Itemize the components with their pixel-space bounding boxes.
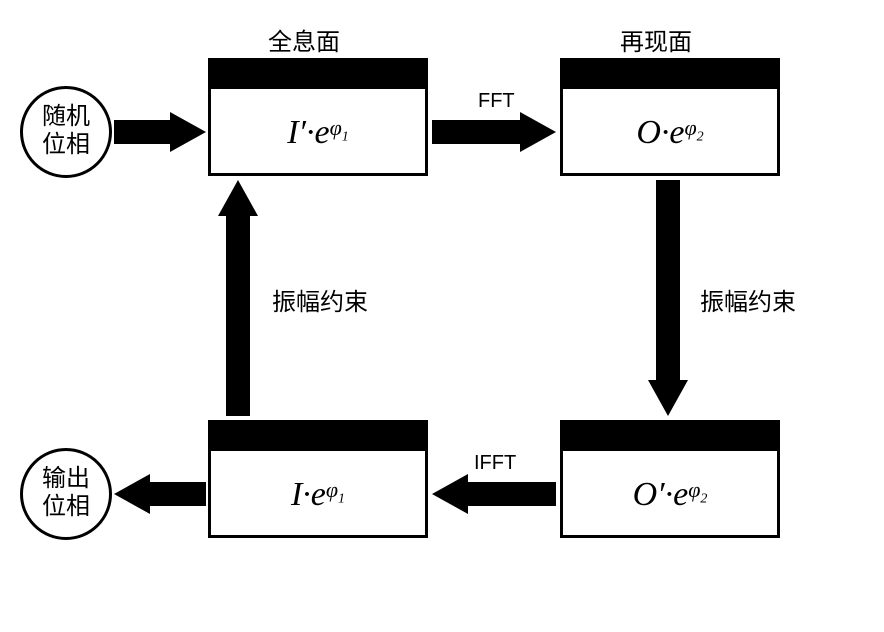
arrow-to-output-phase <box>114 474 206 514</box>
amp-constraint-right-label: 振幅约束 <box>700 282 796 317</box>
reconstruct-box-top: O · eφ2 <box>560 58 780 176</box>
amp-constraint-left-label: 振幅约束 <box>272 282 368 317</box>
random-phase-label: 随机 位相 <box>42 104 90 159</box>
box-header <box>211 61 425 89</box>
formula-oprime-ephi2: O′ · eφ2 <box>563 451 777 538</box>
box-header <box>211 423 425 451</box>
hologram-plane-title: 全息面 <box>268 22 340 57</box>
formula-o-ephi2: O · eφ2 <box>563 89 777 176</box>
reconstruct-plane-title: 再现面 <box>620 22 692 57</box>
output-phase-node: 输出 位相 <box>20 448 112 540</box>
ifft-label: IFFT <box>474 452 516 475</box>
arrow-random-to-hologram <box>114 112 206 152</box>
formula-iprime-ephi1: I′ · eφ1 <box>211 89 425 176</box>
arrow-amp-constraint-left <box>218 180 258 416</box>
arrow-amp-constraint-right <box>648 180 688 416</box>
fft-label: FFT <box>478 90 515 113</box>
random-phase-node: 随机 位相 <box>20 86 112 178</box>
box-header <box>563 423 777 451</box>
formula-i-ephi1: I · eφ1 <box>211 451 425 538</box>
arrow-fft <box>432 112 556 152</box>
reconstruct-box-bottom: O′ · eφ2 <box>560 420 780 538</box>
arrow-ifft <box>432 474 556 514</box>
box-header <box>563 61 777 89</box>
output-phase-label: 输出 位相 <box>42 466 90 521</box>
hologram-box-top: I′ · eφ1 <box>208 58 428 176</box>
hologram-box-bottom: I · eφ1 <box>208 420 428 538</box>
